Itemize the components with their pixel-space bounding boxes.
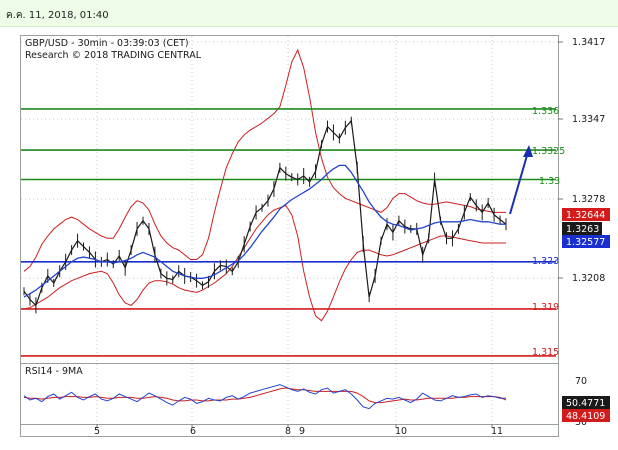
rsi-tick-label: 70 (575, 376, 587, 387)
forecast-arrow-head (523, 145, 533, 157)
x-tick-label: 10 (395, 426, 407, 437)
rsi-line (23, 384, 506, 410)
grid (21, 36, 558, 428)
rsi-series (23, 384, 507, 410)
time-axis (20, 424, 559, 437)
level-label-133: 1.33 (539, 176, 560, 187)
y-tick-label: 1.3347 (572, 114, 605, 125)
badge-bg (562, 409, 610, 422)
x-tick-label: 9 (299, 426, 305, 437)
y-tick-label: 1.3417 (572, 37, 605, 48)
x-tick-label: 5 (94, 426, 100, 437)
price-badges: 1.32644 1.3263 1.32577 (562, 208, 610, 248)
rsi-axis: 70 30 50.4771 48.4109 (562, 376, 610, 428)
badge-bg (562, 222, 602, 235)
level-labels: 1.336 1.3325 1.33 1.323 1.319 1.315 (532, 106, 565, 358)
price-badge-red: 1.32644 (566, 210, 605, 221)
rsi-tick-label: 30 (575, 417, 587, 428)
price-line (23, 119, 507, 307)
x-tick-label: 8 (285, 426, 291, 437)
time-axis-labels: 5 6 8 9 10 11 (94, 426, 503, 437)
badge-bg (562, 396, 610, 409)
header-bar: ค.ค. 11, 2018, 01:40 (0, 0, 618, 27)
bollinger-bands (23, 48, 506, 322)
rsi-badge-value: 50.4771 (566, 398, 605, 409)
x-tick-label: 6 (190, 426, 196, 437)
y-tick-label: 1.3208 (572, 273, 605, 284)
price-badge-last: 1.3263 (566, 224, 599, 235)
level-label-1319: 1.319 (532, 302, 559, 313)
price-badge-blue: 1.32577 (566, 237, 605, 248)
y-tick-label: 1.3278 (572, 194, 605, 205)
bollinger-upper (23, 48, 506, 272)
level-label-1323: 1.323 (532, 256, 559, 267)
rsi-title: RSI14 - 9MA (25, 366, 83, 377)
x-tick-label: 11 (491, 426, 503, 437)
rsi-badge-ma: 48.4109 (566, 411, 605, 422)
level-label-13325: 1.3325 (532, 146, 565, 157)
header-timestamp: ค.ค. 11, 2018, 01:40 (6, 10, 109, 21)
forecast-arrow-shaft (509, 151, 529, 215)
chart-title: GBP/USD - 30min - 03:39:03 (CET) (25, 38, 189, 49)
level-label-1336: 1.336 (532, 106, 559, 117)
price-series (23, 116, 507, 314)
rsi-ma-line (23, 387, 507, 404)
level-label-1315: 1.315 (532, 347, 559, 358)
price-axis: 1.3417 1.3347 1.3278 1.3208 (558, 37, 605, 284)
forecast-arrow (509, 145, 533, 215)
badge-bg (562, 208, 610, 221)
chart-subtitle: Research © 2018 TRADING CENTRAL (25, 50, 202, 61)
badge-bg (562, 235, 610, 248)
bollinger-lower (23, 204, 506, 322)
moving-average-line (23, 164, 506, 298)
rsi-panel-frame (20, 363, 559, 425)
